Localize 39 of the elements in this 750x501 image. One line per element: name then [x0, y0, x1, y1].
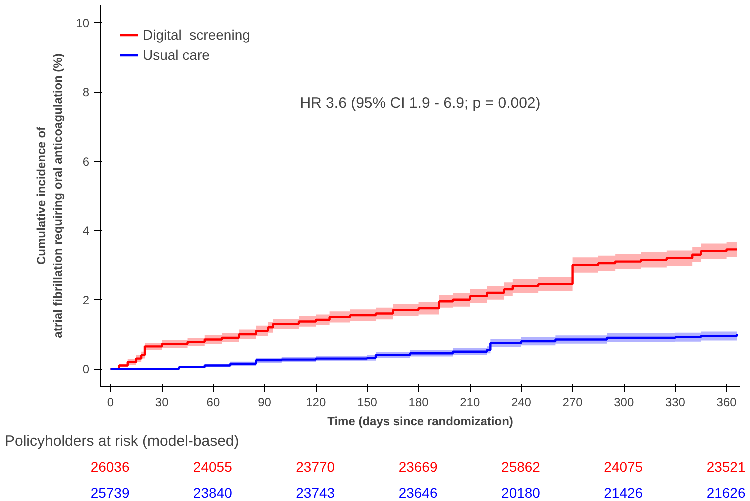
text: 21426 — [603, 484, 644, 501]
y-axis-title: Cumulative incidence of atrial fibrillation requiring oral anticoagulation (%) — [34, 54, 66, 338]
text: 26036 — [90, 458, 131, 477]
text: 23840 — [192, 484, 234, 501]
text: 25739 — [90, 484, 131, 501]
x-tick-label: 300 — [614, 396, 634, 410]
annotation: HR 3.6 (95% CI 1.9 - 6.9; p = 0.002) — [300, 95, 541, 112]
x-tick-label: 120 — [306, 396, 326, 410]
text: Policyholders at risk (model-based) — [5, 432, 240, 452]
x-tick-label: 330 — [665, 396, 686, 410]
text: 23770 — [295, 458, 336, 477]
legend-label: Usual care — [143, 47, 210, 63]
text: 23646 — [398, 484, 439, 501]
y-tick-label: 4 — [82, 224, 90, 238]
x-tick-label: 30 — [155, 396, 170, 410]
x-tick-label: 60 — [206, 396, 220, 410]
y-tick-label: 2 — [82, 293, 90, 308]
y-tick-label: 6 — [82, 154, 90, 169]
y-tick-label: 8 — [82, 86, 90, 100]
x-tick-label: 0 — [107, 396, 114, 410]
text: 23743 — [295, 484, 336, 501]
x-tick-label: 270 — [562, 396, 584, 410]
y-tick-label: 10 — [76, 16, 90, 30]
x-tick-label: 360 — [716, 396, 738, 410]
x-tick-label: 90 — [258, 396, 272, 410]
x-tick-label: 150 — [357, 396, 378, 410]
text: 21626 — [706, 484, 747, 501]
text: 25862 — [500, 458, 542, 477]
text: 23521 — [706, 458, 747, 477]
x-tick-label: 240 — [511, 396, 532, 410]
text: 23669 — [398, 458, 439, 477]
text: 24075 — [603, 458, 644, 477]
legend-label: Digital screening — [143, 27, 250, 43]
text: 20180 — [500, 484, 542, 501]
text: 24055 — [192, 458, 234, 477]
x-axis-title: Time (days since randomization) — [328, 414, 514, 428]
x-tick-label: 210 — [460, 396, 480, 410]
y-tick-label: 0 — [82, 362, 90, 377]
x-tick-label: 180 — [408, 396, 430, 410]
